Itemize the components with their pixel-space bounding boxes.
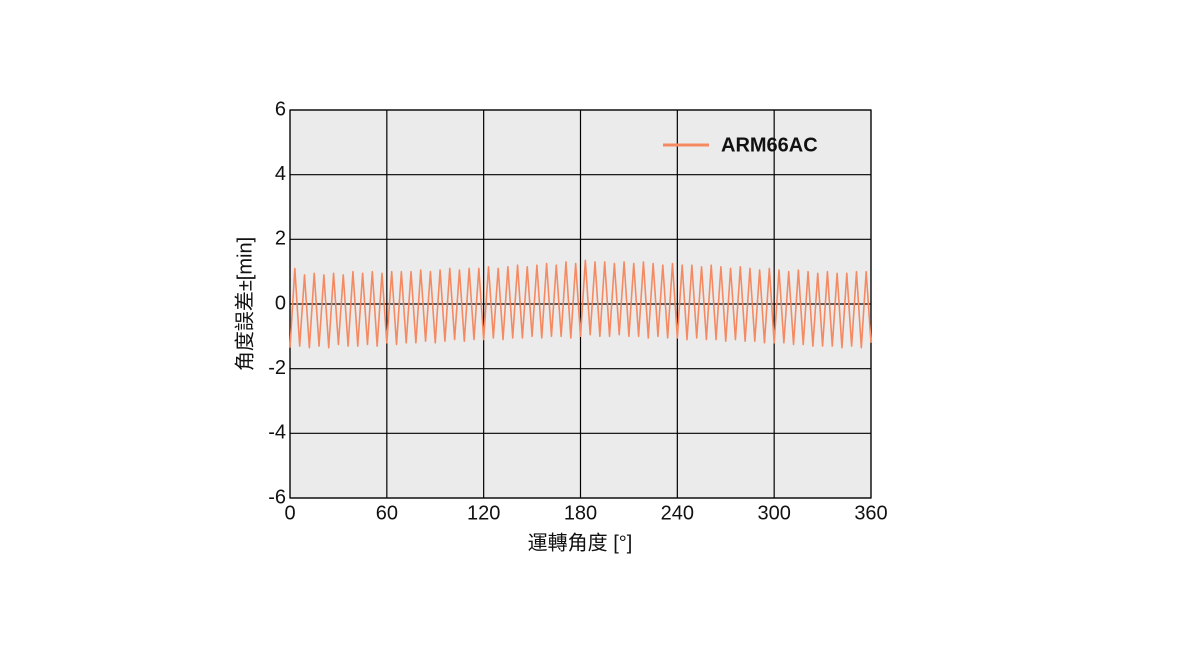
plot-frame	[289, 109, 872, 499]
x-tick-label: 60	[376, 502, 398, 524]
y-tick-label: -4	[268, 422, 286, 444]
y-tick-label: 2	[275, 228, 286, 250]
x-tick-label: 360	[854, 502, 887, 524]
legend-label: ARM66AC	[721, 134, 818, 156]
x-tick-label: 180	[564, 502, 597, 524]
y-tick-label: -2	[268, 357, 286, 379]
data-line	[289, 259, 872, 349]
y-axis-label: 角度誤差±[min]	[233, 237, 256, 371]
x-tick-label: 240	[661, 502, 694, 524]
x-tick-label: 300	[757, 502, 790, 524]
x-tick-label: 120	[467, 502, 500, 524]
x-axis-label: 運轉角度 [°]	[528, 531, 633, 554]
y-tick-label: 0	[275, 292, 286, 314]
y-tick-label: 6	[275, 98, 286, 120]
y-tick-label: 4	[275, 163, 286, 185]
y-tick-label: -6	[268, 486, 286, 508]
x-tick-label: 0	[284, 502, 295, 524]
